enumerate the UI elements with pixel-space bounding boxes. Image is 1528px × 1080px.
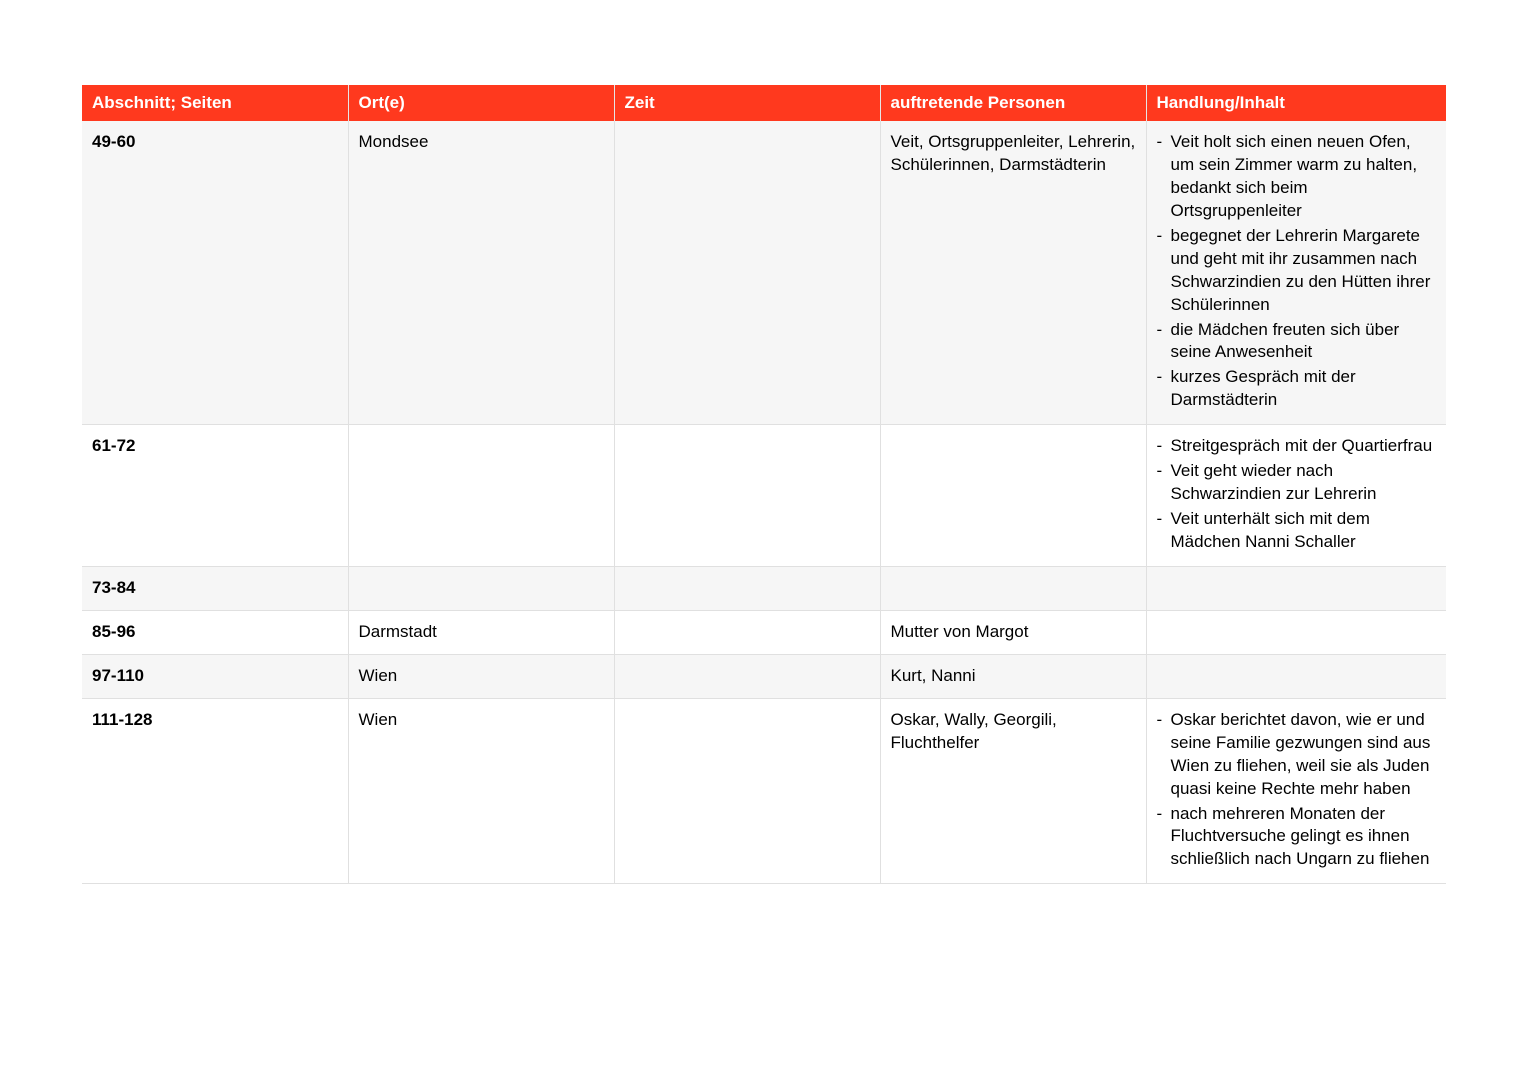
cell-zeit — [614, 121, 880, 425]
table-row: 73-84 — [82, 566, 1446, 610]
cell-personen: Veit, Ortsgruppenleiter, Lehrerin, Schül… — [880, 121, 1146, 425]
table-row: 49-60Mondsee Veit, Ortsgruppenleiter, Leh… — [82, 121, 1446, 425]
cell-section: 61-72 — [82, 425, 348, 567]
col-header-section: Abschnitt; Seiten — [82, 85, 348, 121]
handlung-item: Oskar berichtet davon, wie er und seine … — [1157, 709, 1437, 801]
cell-section: 97-110 — [82, 654, 348, 698]
col-header-ort: Ort(e) — [348, 85, 614, 121]
table-header: Abschnitt; Seiten Ort(e) Zeit auftretend… — [82, 85, 1446, 121]
handlung-list: Oskar berichtet davon, wie er und seine … — [1157, 709, 1437, 872]
cell-zeit — [614, 654, 880, 698]
handlung-item: Veit geht wieder nach Schwarzindien zur … — [1157, 460, 1437, 506]
cell-zeit — [614, 566, 880, 610]
cell-personen — [880, 566, 1146, 610]
cell-ort: Darmstadt — [348, 610, 614, 654]
cell-zeit — [614, 698, 880, 884]
handlung-item: Veit holt sich einen neuen Ofen, um sein… — [1157, 131, 1437, 223]
handlung-item: kurzes Gespräch mit der Darmstädterin — [1157, 366, 1437, 412]
handlung-item: Veit unterhält sich mit dem Mädchen Nann… — [1157, 508, 1437, 554]
handlung-item: begegnet der Lehrerin Margarete und geht… — [1157, 225, 1437, 317]
table-row: 61-72 Streitgespräch mit der Quartierfrau… — [82, 425, 1446, 567]
handlung-item: die Mädchen freuten sich über seine Anwe… — [1157, 319, 1437, 365]
cell-handlung: Oskar berichtet davon, wie er und seine … — [1146, 698, 1446, 884]
cell-handlung — [1146, 610, 1446, 654]
cell-personen: Oskar, Wally, Georgili, Fluchthelfer — [880, 698, 1146, 884]
cell-section: 49-60 — [82, 121, 348, 425]
cell-personen: Kurt, Nanni — [880, 654, 1146, 698]
handlung-item: nach mehreren Monaten der Fluchtversuche… — [1157, 803, 1437, 872]
table-row: 85-96Darmstadt Mutter von Margot — [82, 610, 1446, 654]
cell-personen — [880, 425, 1146, 567]
cell-section: 111-128 — [82, 698, 348, 884]
cell-ort: Wien — [348, 654, 614, 698]
cell-handlung — [1146, 654, 1446, 698]
cell-section: 73-84 — [82, 566, 348, 610]
handlung-list: Streitgespräch mit der QuartierfrauVeit … — [1157, 435, 1437, 554]
cell-handlung — [1146, 566, 1446, 610]
table-row: 97-110Wien Kurt, Nanni — [82, 654, 1446, 698]
col-header-handlung: Handlung/Inhalt — [1146, 85, 1446, 121]
cell-zeit — [614, 610, 880, 654]
cell-zeit — [614, 425, 880, 567]
cell-ort — [348, 425, 614, 567]
cell-personen: Mutter von Margot — [880, 610, 1146, 654]
table-body: 49-60Mondsee Veit, Ortsgruppenleiter, Leh… — [82, 121, 1446, 884]
handlung-list: Veit holt sich einen neuen Ofen, um sein… — [1157, 131, 1437, 412]
cell-handlung: Streitgespräch mit der QuartierfrauVeit … — [1146, 425, 1446, 567]
cell-section: 85-96 — [82, 610, 348, 654]
col-header-personen: auftretende Personen — [880, 85, 1146, 121]
table-row: 111-128Wien Oskar, Wally, Georgili, Fluch… — [82, 698, 1446, 884]
content-table: Abschnitt; Seiten Ort(e) Zeit auftretend… — [82, 85, 1446, 884]
cell-ort — [348, 566, 614, 610]
cell-ort: Mondsee — [348, 121, 614, 425]
cell-ort: Wien — [348, 698, 614, 884]
page: Abschnitt; Seiten Ort(e) Zeit auftretend… — [0, 0, 1528, 884]
handlung-item: Streitgespräch mit der Quartierfrau — [1157, 435, 1437, 458]
cell-handlung: Veit holt sich einen neuen Ofen, um sein… — [1146, 121, 1446, 425]
col-header-zeit: Zeit — [614, 85, 880, 121]
